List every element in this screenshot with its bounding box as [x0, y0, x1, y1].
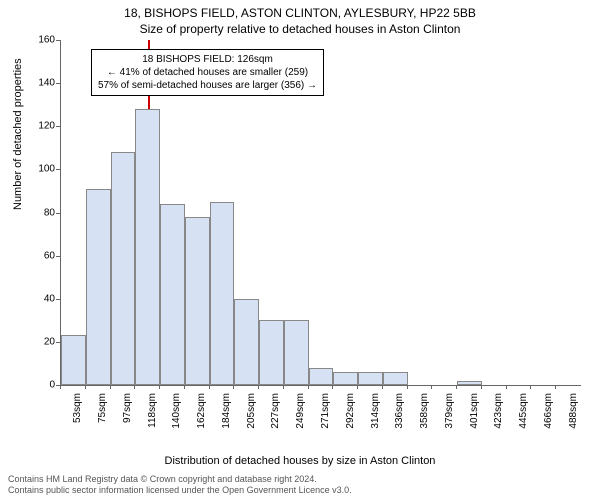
x-tick-mark [258, 385, 259, 389]
histogram-bar [309, 368, 334, 385]
x-tick-mark [110, 385, 111, 389]
y-tick-label: 40 [44, 293, 55, 304]
x-tick-mark [308, 385, 309, 389]
annotation-line3: 57% of semi-detached houses are larger (… [98, 79, 317, 92]
x-tick-label: 314sqm [370, 393, 381, 437]
histogram-bar [210, 202, 235, 385]
x-tick-label: 162sqm [196, 393, 207, 437]
x-tick-label: 184sqm [221, 393, 232, 437]
x-tick-mark [209, 385, 210, 389]
annotation-line2: ← 41% of detached houses are smaller (25… [98, 66, 317, 79]
plot-area: 18 BISHOPS FIELD: 126sqm ← 41% of detach… [60, 40, 581, 386]
x-tick-label: 445sqm [518, 393, 529, 437]
x-tick-label: 249sqm [295, 393, 306, 437]
histogram-bar [284, 320, 309, 385]
histogram-bar [160, 204, 185, 385]
x-tick-mark [332, 385, 333, 389]
histogram-bar [333, 372, 358, 385]
x-tick-mark [555, 385, 556, 389]
histogram-bar [358, 372, 383, 385]
x-tick-label: 358sqm [419, 393, 430, 437]
x-tick-mark [506, 385, 507, 389]
x-tick-mark [481, 385, 482, 389]
x-tick-mark [233, 385, 234, 389]
footer-line2: Contains public sector information licen… [8, 485, 352, 497]
histogram-bar [259, 320, 284, 385]
x-tick-mark [184, 385, 185, 389]
x-tick-mark [159, 385, 160, 389]
histogram-bar [111, 152, 136, 385]
x-tick-label: 379sqm [444, 393, 455, 437]
y-tick-label: 60 [44, 250, 55, 261]
x-tick-label: 401sqm [469, 393, 480, 437]
histogram-bar [383, 372, 408, 385]
x-tick-mark [382, 385, 383, 389]
chart-title-address: 18, BISHOPS FIELD, ASTON CLINTON, AYLESB… [0, 6, 600, 20]
x-tick-mark [134, 385, 135, 389]
x-tick-label: 292sqm [345, 393, 356, 437]
annotation-box: 18 BISHOPS FIELD: 126sqm ← 41% of detach… [91, 49, 324, 96]
y-tick-label: 100 [38, 164, 55, 175]
x-tick-mark [407, 385, 408, 389]
y-tick-label: 80 [44, 207, 55, 218]
x-tick-label: 227sqm [270, 393, 281, 437]
x-tick-label: 75sqm [97, 393, 108, 437]
x-tick-label: 488sqm [568, 393, 579, 437]
annotation-line1: 18 BISHOPS FIELD: 126sqm [98, 53, 317, 66]
y-tick-label: 140 [38, 78, 55, 89]
histogram-bar [234, 299, 259, 385]
x-axis-label: Distribution of detached houses by size … [0, 455, 600, 467]
x-tick-mark [85, 385, 86, 389]
histogram-bar [185, 217, 210, 385]
x-tick-mark [60, 385, 61, 389]
footer-attribution: Contains HM Land Registry data © Crown c… [8, 474, 352, 497]
x-tick-label: 336sqm [394, 393, 405, 437]
x-tick-label: 205sqm [246, 393, 257, 437]
x-tick-label: 466sqm [543, 393, 554, 437]
x-tick-mark [456, 385, 457, 389]
y-tick-label: 120 [38, 121, 55, 132]
y-tick-label: 0 [49, 380, 55, 391]
x-tick-label: 97sqm [122, 393, 133, 437]
x-tick-label: 140sqm [171, 393, 182, 437]
y-axis-label: Number of detached properties [12, 58, 24, 210]
histogram-bar [86, 189, 111, 385]
x-tick-mark [283, 385, 284, 389]
x-tick-mark [530, 385, 531, 389]
x-tick-label: 53sqm [72, 393, 83, 437]
chart-subtitle: Size of property relative to detached ho… [0, 22, 600, 36]
histogram-bar [61, 335, 86, 385]
x-tick-mark [431, 385, 432, 389]
x-tick-label: 271sqm [320, 393, 331, 437]
y-tick-label: 160 [38, 35, 55, 46]
x-tick-mark [357, 385, 358, 389]
footer-line1: Contains HM Land Registry data © Crown c… [8, 474, 352, 486]
y-tick-label: 20 [44, 336, 55, 347]
x-tick-label: 118sqm [147, 393, 158, 437]
x-tick-label: 423sqm [493, 393, 504, 437]
chart-container: 18, BISHOPS FIELD, ASTON CLINTON, AYLESB… [0, 0, 600, 500]
histogram-bar [135, 109, 160, 385]
histogram-bar [457, 381, 482, 385]
